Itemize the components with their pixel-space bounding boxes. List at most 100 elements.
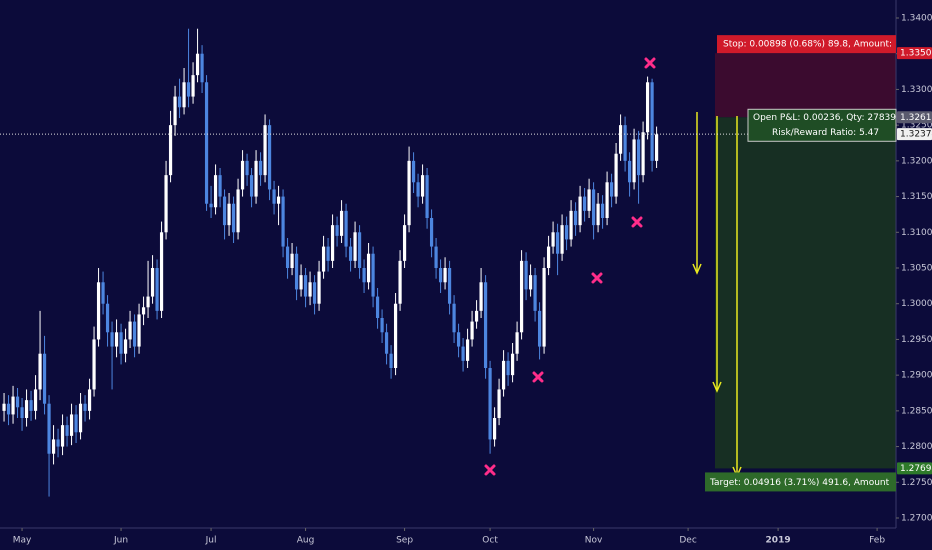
x-tick-label: Feb	[869, 536, 885, 546]
markers	[484, 57, 656, 476]
body	[407, 160, 411, 226]
body	[564, 225, 569, 240]
body	[29, 400, 33, 411]
body	[290, 253, 294, 268]
body	[128, 321, 132, 340]
body	[60, 425, 65, 447]
body	[6, 403, 11, 415]
body	[254, 160, 258, 197]
price-tag	[897, 462, 932, 475]
body	[110, 332, 114, 347]
y-tick-label: 1.32000	[901, 156, 932, 166]
body	[456, 332, 461, 347]
pnl-text: Open P&L: 0.00236, Qty: 27839	[753, 113, 896, 123]
body	[87, 389, 92, 411]
body	[249, 175, 254, 197]
body	[78, 403, 83, 433]
body	[380, 318, 384, 333]
body	[56, 439, 60, 447]
body	[96, 282, 101, 340]
body	[344, 210, 348, 247]
stop-zone	[715, 53, 896, 118]
x-tick-label: Nov	[585, 536, 603, 546]
x-tick-label: Jul	[205, 536, 217, 546]
body	[272, 189, 276, 204]
body	[465, 339, 470, 361]
stop-box	[717, 35, 896, 54]
y-tick-label: 1.34000	[901, 14, 932, 24]
x-tick-label: May	[13, 536, 32, 546]
body	[209, 203, 213, 208]
body	[524, 260, 528, 290]
body	[618, 125, 623, 154]
body	[600, 203, 605, 218]
body	[384, 332, 389, 354]
x-marker	[532, 371, 544, 383]
stop-text: Stop: 0.00898 (0.68%) 89.8, Amount:	[723, 40, 892, 50]
body	[168, 125, 173, 176]
body	[330, 225, 335, 261]
body	[515, 332, 519, 354]
body	[281, 196, 285, 247]
body	[114, 332, 119, 347]
price-tag-label: 1.27694	[900, 464, 932, 474]
body	[92, 339, 96, 390]
body	[645, 82, 650, 133]
x-marker	[591, 272, 603, 284]
body	[587, 189, 591, 211]
body	[317, 271, 321, 304]
y-tick-label: 1.27500	[901, 478, 932, 488]
body	[533, 275, 537, 311]
body	[312, 282, 317, 304]
body	[605, 182, 609, 218]
price-tag	[897, 128, 932, 141]
body	[195, 53, 200, 76]
body	[213, 175, 218, 208]
body	[447, 268, 452, 304]
body	[200, 53, 204, 83]
body	[258, 160, 263, 176]
price-tag	[897, 47, 932, 60]
body	[578, 196, 582, 226]
body	[182, 82, 186, 108]
body	[236, 189, 240, 233]
body	[177, 96, 182, 108]
body	[335, 225, 339, 236]
x-tick-label: Jun	[113, 536, 128, 546]
body	[555, 232, 560, 254]
body	[573, 210, 578, 226]
body	[294, 253, 299, 290]
body	[132, 321, 137, 347]
body	[141, 307, 146, 315]
body	[38, 353, 42, 390]
body	[623, 125, 627, 161]
body	[276, 196, 281, 204]
y-tick-label: 1.30500	[901, 264, 932, 274]
body	[83, 403, 87, 411]
x-tick-label: Aug	[297, 536, 315, 546]
body	[497, 389, 501, 418]
body	[326, 246, 330, 261]
body	[474, 310, 479, 322]
target-box	[705, 472, 896, 492]
body	[186, 82, 191, 97]
x-tick-label: Dec	[679, 536, 696, 546]
body	[470, 321, 474, 340]
y-tick-label: 1.33000	[901, 85, 932, 95]
x-tick-label: 2019	[766, 536, 791, 546]
body	[11, 396, 15, 415]
body	[69, 414, 74, 436]
body	[15, 396, 20, 408]
body	[393, 303, 398, 368]
body	[123, 339, 128, 354]
body	[506, 360, 510, 376]
body	[420, 175, 425, 197]
body	[398, 260, 402, 304]
rr-text: Risk/Reward Ratio: 5.47	[772, 128, 879, 138]
body	[321, 246, 326, 272]
body	[303, 275, 308, 297]
body	[636, 139, 641, 176]
overlay-labels: 1.33508 1.32610 1.32374 1.27694 Stop: 0.0089…	[0, 35, 932, 492]
body	[429, 218, 434, 247]
